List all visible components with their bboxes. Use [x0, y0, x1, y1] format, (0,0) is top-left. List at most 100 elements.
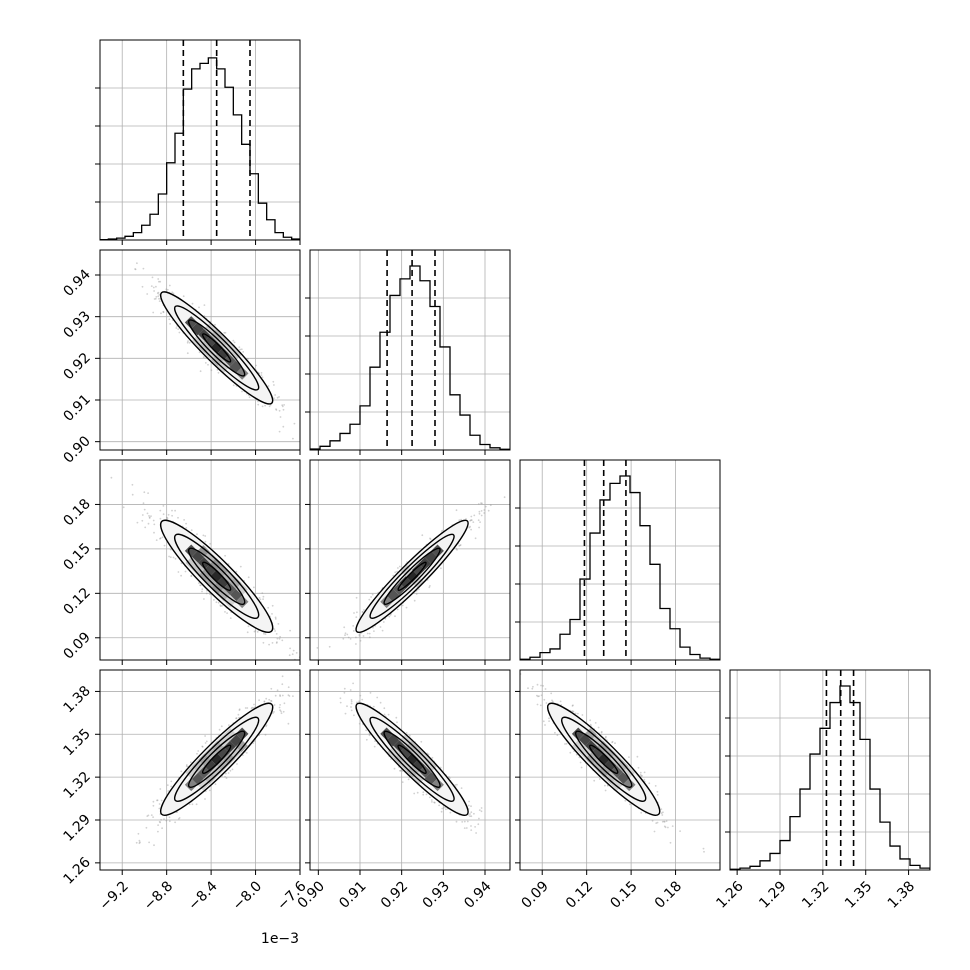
sample-point	[159, 788, 162, 790]
sample-point	[273, 397, 275, 400]
gridlines	[310, 250, 510, 450]
sample-point	[349, 638, 352, 640]
sample-point	[204, 362, 207, 364]
sample-point	[195, 803, 198, 806]
sample-point	[458, 519, 461, 522]
sample-point	[425, 793, 428, 796]
sample-point	[469, 815, 471, 817]
density-contours	[159, 702, 274, 816]
sample-point	[368, 734, 371, 737]
sample-point	[431, 756, 434, 759]
x-tick-label: 0.93	[420, 878, 453, 911]
sample-point	[468, 800, 470, 803]
sample-point	[272, 712, 274, 714]
sample-point	[487, 509, 490, 512]
sample-point	[350, 699, 353, 701]
sample-point	[245, 752, 248, 754]
y-tick-label: 0.09	[60, 629, 93, 662]
sample-point	[527, 687, 529, 690]
y-tick-label: 1.38	[60, 683, 93, 716]
sample-point	[399, 769, 402, 772]
sample-point	[355, 616, 358, 618]
sample-point	[470, 825, 472, 827]
sample-point	[268, 405, 271, 408]
sample-point	[177, 571, 180, 573]
sample-point	[359, 639, 362, 642]
sample-point	[204, 540, 207, 543]
sample-point	[394, 571, 397, 574]
sample-point	[131, 493, 134, 496]
sample-point	[175, 327, 178, 329]
sample-point	[455, 547, 458, 550]
sample-point	[170, 785, 173, 788]
panel-frame	[309, 249, 511, 451]
sample-point	[225, 772, 227, 775]
sample-point	[198, 351, 201, 354]
sample-point	[316, 647, 319, 649]
sample-point	[273, 711, 275, 713]
sample-point	[238, 709, 241, 711]
sample-point	[260, 374, 263, 376]
sample-point	[177, 818, 180, 820]
gridlines	[520, 460, 720, 660]
sample-point	[470, 528, 472, 531]
sample-point	[163, 544, 166, 547]
sample-point	[287, 694, 290, 696]
sample-point	[470, 829, 473, 831]
sample-point	[250, 707, 253, 710]
panel-frame	[99, 669, 301, 871]
panel-frame	[309, 459, 511, 661]
sample-point	[224, 554, 227, 557]
contour-line-0	[159, 291, 274, 405]
histogram-p1	[310, 265, 510, 450]
sample-point	[238, 346, 241, 348]
sample-point	[152, 286, 155, 289]
sample-point	[141, 285, 144, 288]
sample-point	[137, 832, 140, 835]
sample-point	[362, 635, 365, 637]
sample-point	[213, 599, 215, 601]
sample-point	[455, 509, 458, 512]
sample-point	[460, 518, 462, 521]
sample-point	[479, 521, 481, 523]
sample-point	[150, 515, 152, 517]
sample-point	[427, 753, 430, 756]
sample-point	[205, 740, 208, 743]
sample-point	[246, 631, 249, 634]
sample-point	[283, 404, 285, 406]
sample-point	[235, 717, 238, 719]
sample-point	[396, 608, 399, 611]
sample-point	[190, 529, 193, 531]
sample-point	[196, 533, 198, 536]
sample-point	[122, 506, 125, 509]
sample-point	[544, 688, 547, 690]
sample-point	[346, 705, 348, 708]
sample-point	[150, 285, 153, 287]
sample-point	[148, 841, 151, 844]
sample-point	[372, 626, 374, 629]
sample-point	[394, 615, 396, 618]
sample-point	[199, 584, 202, 587]
sample-point	[278, 706, 281, 709]
sample-point	[277, 623, 280, 625]
sample-point	[145, 826, 148, 829]
x-tick-label: 0.94	[461, 878, 494, 911]
sample-point	[382, 621, 385, 623]
y-tick-label: 1.26	[60, 854, 93, 887]
sample-point	[304, 423, 306, 425]
sample-point	[153, 290, 156, 292]
sample-point	[276, 637, 279, 640]
sample-point	[420, 740, 423, 743]
x-tick-label: −8.4	[185, 878, 220, 913]
sample-point	[281, 405, 284, 408]
sample-point	[261, 592, 264, 594]
sample-point	[405, 732, 408, 734]
sample-point	[429, 538, 432, 540]
sample-point	[344, 634, 346, 637]
sample-point	[148, 517, 151, 519]
sample-point	[413, 599, 416, 602]
sample-point	[154, 297, 157, 300]
sample-point	[379, 701, 382, 704]
sample-point	[146, 512, 149, 515]
sample-point	[227, 772, 230, 774]
